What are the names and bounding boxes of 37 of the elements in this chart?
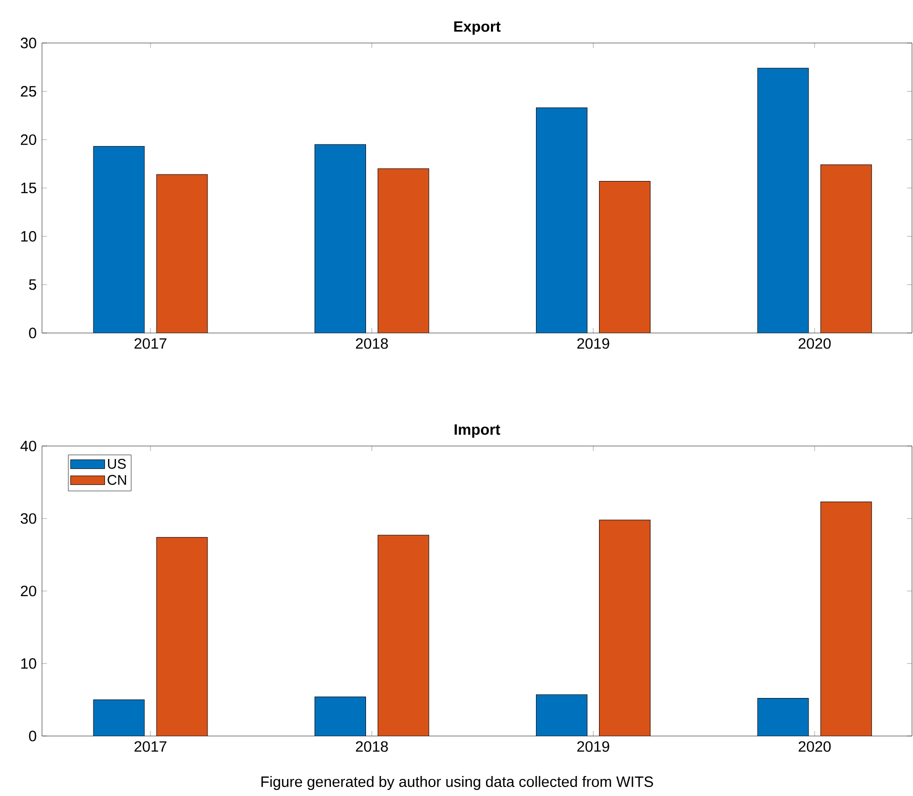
bar	[93, 700, 145, 736]
bar	[378, 168, 430, 333]
y-tick-label: 30	[20, 513, 36, 524]
chart-title: Import	[454, 424, 500, 438]
x-tick-label: 2017	[134, 338, 166, 349]
y-tick-label: 20	[20, 586, 36, 596]
y-tick-label: 40	[20, 440, 36, 452]
bar	[820, 164, 872, 333]
y-tick-label: 0	[29, 328, 36, 338]
bar	[314, 696, 366, 736]
bar	[757, 68, 809, 333]
chart-title: Export	[454, 21, 501, 35]
bar	[156, 174, 208, 333]
x-tick-label: 2018	[356, 741, 388, 752]
x-tick-label: 2017	[134, 741, 166, 752]
y-tick-label: 5	[29, 279, 36, 290]
bar	[599, 180, 650, 333]
y-tick-label: 30	[20, 38, 36, 48]
y-tick-label: 0	[29, 730, 36, 742]
y-tick-label: 15	[21, 182, 36, 194]
legend-label: US	[108, 458, 126, 469]
x-tick-label: 2019	[577, 741, 610, 752]
x-tick-label: 2020	[798, 741, 831, 752]
bar	[536, 108, 588, 333]
bar	[536, 694, 588, 736]
bar	[757, 698, 809, 736]
bar	[314, 144, 366, 333]
y-tick-label: 10	[21, 658, 36, 669]
y-tick-label: 10	[21, 231, 36, 242]
x-tick-label: 2020	[798, 338, 831, 349]
x-tick-label: 2019	[577, 338, 610, 349]
x-tick-label: 2018	[356, 338, 388, 349]
legend-label: CN	[108, 474, 126, 485]
text: Figure generated by author using data collected from WITS	[261, 776, 654, 790]
bar	[93, 146, 145, 333]
y-tick-label: 20	[20, 134, 36, 145]
y-tick-label: 25	[20, 86, 36, 97]
